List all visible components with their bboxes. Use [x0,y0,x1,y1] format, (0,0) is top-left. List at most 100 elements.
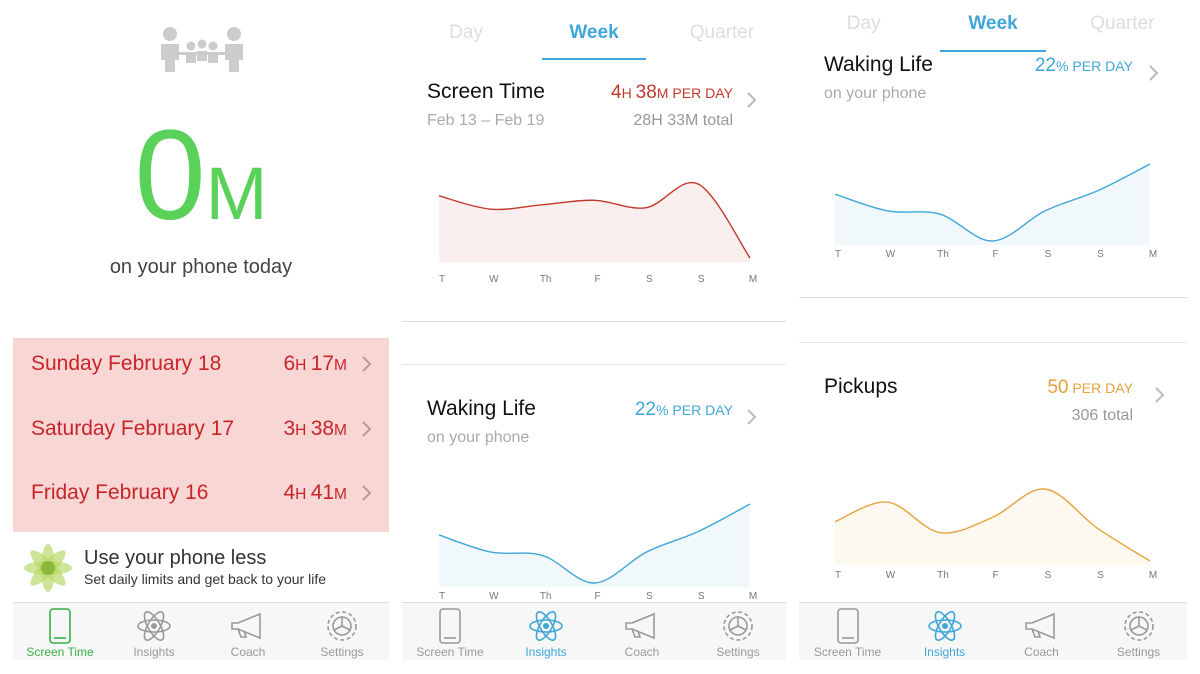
x-tick-label: S [646,274,653,285]
tab-item[interactable]: Coach [201,603,295,660]
divider [799,297,1187,298]
chevron-stroke [747,92,757,108]
tab-label: Coach [1024,645,1059,659]
x-tick-label: M [749,274,757,285]
tab-item[interactable]: Screen Time [402,603,498,660]
unit: M [334,421,347,439]
atom-orbit [143,611,165,641]
x-tick-label: S [1097,570,1104,581]
atom-core [151,623,157,629]
atom-orbit [143,611,165,641]
tab-item[interactable]: Settings [295,603,389,660]
chevron-stroke [1149,65,1159,81]
divider [402,364,786,365]
x-tick-label: S [698,591,705,602]
tab-item[interactable]: Coach [594,603,690,660]
tab-item[interactable]: Insights [498,603,594,660]
insights-panel: Day Week Quarter Waking Life 22% PER DAY on y… [799,0,1187,660]
line [834,488,1151,562]
today-panel: 0M on your phone today Sunday February 18 6… [13,0,389,660]
area [835,488,1150,565]
caption: on your phone today [109,256,293,278]
day-value: 4H 41M [283,481,347,504]
unit: M [334,357,347,374]
x-tick-label: S [1045,249,1052,260]
x-tick-label: S [1097,249,1104,260]
tab-icon [1024,612,1055,640]
gear-icon [723,611,753,641]
chevron[interactable] [361,355,373,373]
unit: H [621,85,636,101]
tab-icon [231,612,261,640]
unit: PER DAY [1068,380,1133,396]
segment-underline [940,50,1046,52]
divider [799,342,1187,343]
card-subtitle: on your phone [427,429,530,446]
tab-label: Settings [1116,645,1161,659]
chevron[interactable] [746,408,758,426]
line-chart: T W Th F S S M [438,503,757,602]
card-detail: 28H 33M total [633,112,733,129]
tab-item[interactable]: Settings [690,603,786,660]
flower-center [41,561,55,575]
line [438,503,751,584]
history-list: Sunday February 18 6H 17M Saturday Februar… [13,338,389,532]
chevron[interactable] [1148,64,1160,82]
unit: H [295,357,311,374]
x-tick-label: M [1149,249,1157,260]
tab-label: Coach [624,645,660,659]
history-row[interactable]: Sunday February 18 6H 17M [13,338,389,402]
chevron-stroke [362,356,372,372]
card-title: Waking Life [824,53,933,76]
chevron[interactable] [361,484,373,502]
divider [402,321,786,322]
tab-icon [1123,611,1154,641]
x-tick-label: W [489,274,499,285]
history-row[interactable]: Friday February 16 4H 41M [13,467,389,531]
history-row[interactable]: Saturday February 17 3H 38M [13,403,389,467]
area [439,182,750,262]
line-chart: T W Th F S S M [834,488,1157,581]
tab-label: Screen Time [813,645,882,659]
unit: H [295,421,311,439]
card-stat: 22% PER DAY [634,399,733,420]
promo-icon [24,544,72,592]
segment-tab[interactable]: Quarter [689,22,755,43]
chevron[interactable] [746,91,758,109]
megaphone-icon [1024,612,1055,640]
tab-item[interactable]: Screen Time [13,603,107,660]
person-head [208,41,218,51]
tab-icon [327,611,357,641]
tab-item[interactable]: Insights [107,603,201,660]
x-tick-label: T [835,570,841,581]
atom-orbit [535,611,557,641]
unit: M [334,486,347,503]
card-subtitle: Feb 13 – Feb 19 [427,112,545,129]
x-tick-label: S [698,274,705,285]
tab-item[interactable]: Settings [1090,603,1187,660]
tab-label: Screen Time [416,645,484,659]
chevron[interactable] [361,420,373,438]
tab-label: Insights [133,645,175,659]
gear-icon [1123,611,1154,641]
chevron[interactable] [1154,386,1166,404]
promo-title: Use your phone less [84,547,267,569]
atom-orbit [137,619,171,633]
x-tick-label: S [1045,570,1052,581]
segment-tab[interactable]: Quarter [1090,13,1155,34]
x-tick-label: F [992,570,998,581]
line [834,163,1151,242]
segment-tab[interactable]: Week [968,13,1018,34]
line-chart: T W Th F S S M [834,163,1157,260]
gear-icon-spokes [729,617,747,631]
card-stat: 22% PER DAY [1034,55,1133,76]
tab-item[interactable]: Screen Time [799,603,896,660]
segment-tab[interactable]: Day [449,22,483,43]
tab-item[interactable]: Insights [896,603,993,660]
segment-tab[interactable]: Day [846,13,881,34]
promo-subtitle: Set daily limits and get back to your li… [84,571,327,587]
tab-item[interactable]: Coach [993,603,1090,660]
segment-tab[interactable]: Week [569,22,619,43]
tab-icon [49,608,71,644]
